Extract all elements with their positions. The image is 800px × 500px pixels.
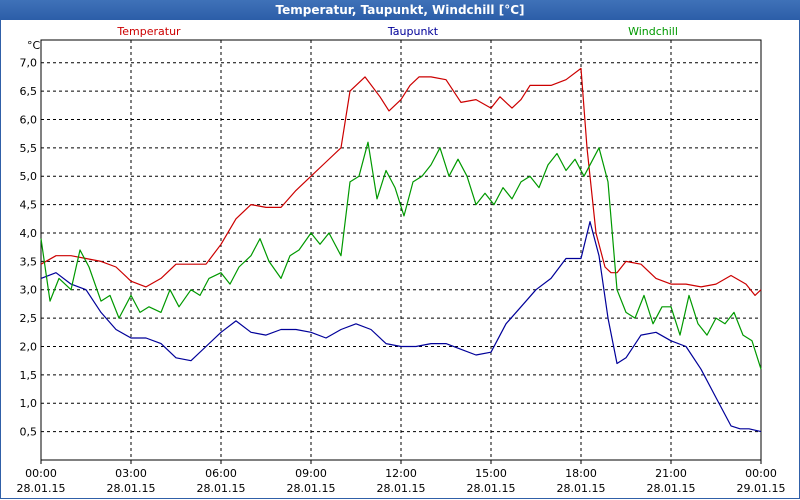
x-tick-time: 09:00 — [295, 467, 327, 480]
y-tick-label: 0,5 — [20, 426, 38, 439]
y-tick-label: 7,0 — [20, 57, 38, 70]
x-tick-date: 29.01.15 — [737, 482, 786, 495]
series-line-temperatur — [40, 67, 762, 296]
series-line-windchill — [40, 141, 762, 370]
y-tick-label: 1,5 — [20, 369, 38, 382]
x-axis-ticks: 00:00 28.01.15 03:00 28.01.15 06:00 28.01.15 0… — [17, 467, 786, 495]
x-tick-date: 28.01.15 — [647, 482, 696, 495]
y-tick-label: 3,0 — [20, 284, 38, 297]
y-tick-label: 4,5 — [20, 199, 38, 212]
y-tick-label: 3,5 — [20, 255, 38, 268]
series-group — [40, 67, 762, 433]
x-tick-date: 28.01.15 — [197, 482, 246, 495]
window-title: Temperatur, Taupunkt, Windchill [°C] — [0, 0, 800, 20]
x-tick-date: 28.01.15 — [17, 482, 66, 495]
x-tick-time: 03:00 — [115, 467, 147, 480]
x-tick-date: 28.01.15 — [377, 482, 426, 495]
x-tick-time: 00:00 — [745, 467, 777, 480]
y-tick-label: 4,0 — [20, 227, 38, 240]
y-tick-label: 5,5 — [20, 142, 38, 155]
x-tick-date: 28.01.15 — [287, 482, 336, 495]
y-tick-label: 6,0 — [20, 113, 38, 126]
x-tick-time: 00:00 — [25, 467, 57, 480]
legend: Temperatur Taupunkt Windchill — [116, 25, 678, 38]
y-tick-label: 6,5 — [20, 85, 38, 98]
legend-windchill: Windchill — [628, 25, 678, 38]
x-tick-time: 15:00 — [475, 467, 507, 480]
y-tick-label: 2,0 — [20, 340, 38, 353]
legend-temperatur: Temperatur — [116, 25, 181, 38]
x-tick-time: 21:00 — [655, 467, 687, 480]
x-tick-time: 06:00 — [205, 467, 237, 480]
x-tick-date: 28.01.15 — [467, 482, 516, 495]
chart-frame: 0,5 1,0 1,5 2,0 2,5 3,0 3,5 4,0 4,5 5,0 5,5 6,0 6,5 7… — [0, 20, 800, 499]
grid — [40, 39, 762, 464]
x-tick-date: 28.01.15 — [107, 482, 156, 495]
y-axis-ticks: 0,5 1,0 1,5 2,0 2,5 3,0 3,5 4,0 4,5 5,0 5,5 6,0 6,5 7… — [20, 57, 38, 439]
series-line-taupunkt — [40, 221, 762, 433]
y-axis-label: °C — [27, 39, 41, 52]
legend-taupunkt: Taupunkt — [387, 25, 439, 38]
chart: 0,5 1,0 1,5 2,0 2,5 3,0 3,5 4,0 4,5 5,0 5,5 6,0 6,5 7… — [17, 25, 786, 495]
y-tick-label: 2,5 — [20, 312, 38, 325]
x-tick-time: 12:00 — [385, 467, 417, 480]
y-tick-label: 1,0 — [20, 397, 38, 410]
x-tick-time: 18:00 — [565, 467, 597, 480]
x-tick-date: 28.01.15 — [557, 482, 606, 495]
y-tick-label: 5,0 — [20, 170, 38, 183]
